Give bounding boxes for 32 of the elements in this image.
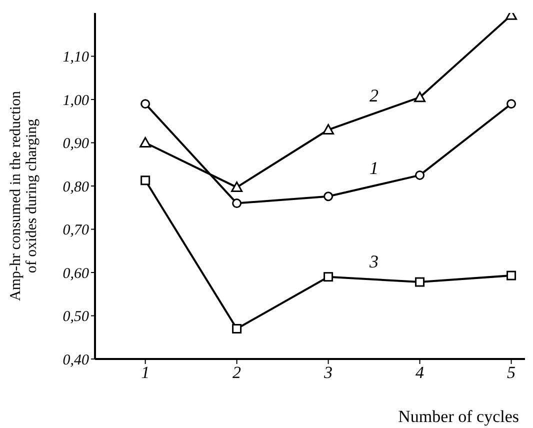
y-tick-label: 1,00 (62, 92, 90, 109)
x-tick-label: 5 (507, 363, 516, 382)
x-tick-label: 4 (416, 363, 425, 382)
y-axis-title: Amp-hr consumed in the reduction of oxides during charging (8, 90, 40, 301)
point (415, 170, 425, 180)
series-label: 3 (368, 251, 379, 272)
y-tick-label: 0,80 (62, 179, 90, 196)
x-tick-label: 1 (141, 363, 150, 382)
point (140, 99, 150, 109)
y-tick-label: 0,40 (62, 352, 90, 368)
point (231, 182, 243, 192)
y-tick-label: 0,60 (62, 266, 90, 282)
point (232, 198, 242, 208)
x-tick-label: 3 (323, 363, 333, 382)
y-tick-label: 0,90 (62, 136, 90, 152)
point (506, 99, 516, 109)
point (324, 272, 334, 282)
point (232, 324, 242, 334)
point (322, 124, 334, 135)
y-tick-label: 0,70 (62, 222, 90, 239)
point (324, 192, 334, 202)
point (506, 270, 516, 280)
series-label: 1 (370, 158, 379, 178)
point (140, 137, 152, 148)
y-tick-label: 0,50 (62, 309, 90, 326)
x-axis-title: Number of cycles (398, 407, 519, 426)
point (414, 92, 426, 102)
x-tick-label: 2 (232, 363, 242, 382)
point (415, 277, 425, 287)
point (140, 176, 150, 186)
series-label: 2 (370, 86, 379, 106)
y-tick-label: 1,10 (62, 50, 90, 66)
